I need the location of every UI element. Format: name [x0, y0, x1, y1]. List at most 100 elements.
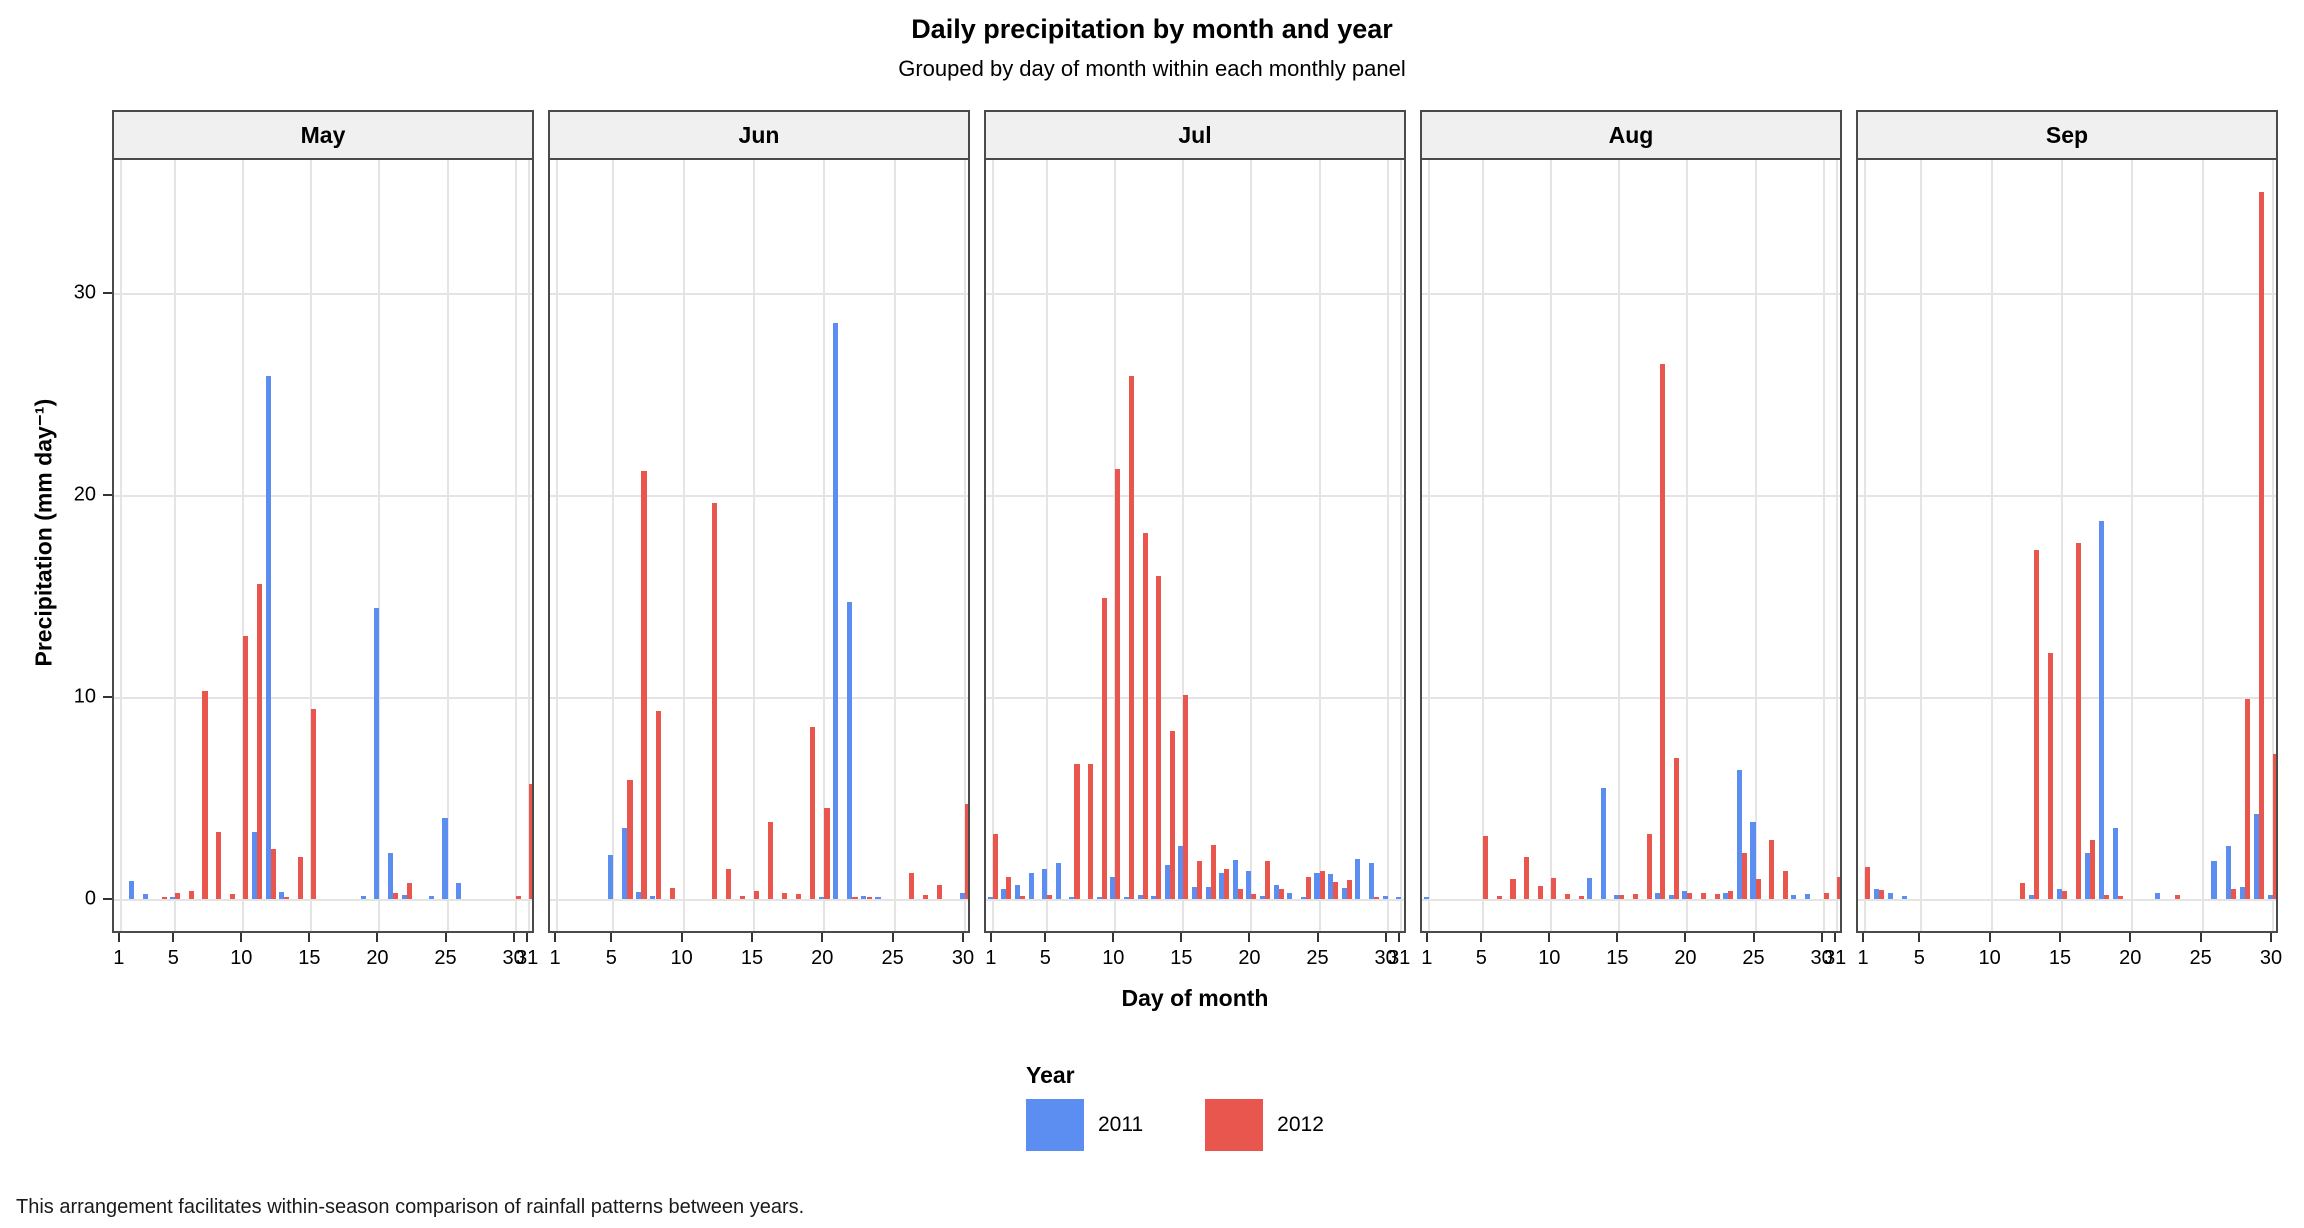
- bar-2012-Aug-11: [1564, 893, 1570, 899]
- facet-panel-Aug: [1420, 160, 1842, 933]
- bar-2011-Sep-30: [2267, 894, 2273, 899]
- x-tick-Jul-15: [1180, 933, 1183, 942]
- bar-2011-May-3: [142, 893, 149, 899]
- bar-2012-May-31: [529, 783, 532, 899]
- gridline-x-10: [682, 160, 685, 931]
- bar-2012-Sep-18: [2104, 894, 2110, 899]
- bar-2011-May-26: [456, 882, 462, 899]
- bar-2012-Aug-5: [1483, 836, 1489, 899]
- gridline-y-20: [986, 495, 1404, 497]
- bar-2012-Aug-31: [1837, 876, 1840, 899]
- bar-2011-Sep-18: [2098, 521, 2105, 899]
- bar-2012-Jul-26: [1333, 881, 1339, 899]
- x-tick-Sep-25: [2199, 933, 2202, 942]
- x-tick-Sep-1: [1862, 933, 1865, 942]
- bar-2012-Jul-11: [1128, 375, 1134, 899]
- bar-2011-Jul-29: [1368, 862, 1374, 899]
- bar-2011-Jul-26: [1328, 873, 1334, 899]
- legend-label-2012[interactable]: 2012: [1277, 1113, 1324, 1136]
- gridline-x-31: [1400, 160, 1403, 931]
- legend-swatch-2011[interactable]: [1026, 1099, 1084, 1151]
- bar-2012-Jul-2: [1006, 876, 1012, 899]
- x-tick-label-May-30: 30: [502, 947, 525, 969]
- facet-strip-label: Jul: [1178, 121, 1212, 148]
- x-tick-label-Jul-31: 31: [1388, 947, 1411, 969]
- bar-2012-Aug-22: [1714, 893, 1720, 899]
- bar-2012-Jun-22: [852, 896, 858, 899]
- bar-2011-Jun-5: [608, 854, 614, 899]
- bar-2011-Sep-2: [1873, 888, 1880, 899]
- bar-2011-Aug-15: [1614, 894, 1620, 899]
- x-tick-Aug-15: [1616, 933, 1619, 942]
- gridline-x-15: [310, 160, 313, 931]
- x-tick-Jun-30: [961, 933, 964, 942]
- bar-2011-May-20: [374, 608, 380, 899]
- gridline-x-5: [1920, 160, 1923, 931]
- bar-2011-Sep-19: [2113, 828, 2119, 899]
- legend-swatch-2012[interactable]: [1205, 1099, 1264, 1151]
- facet-strip-label: Aug: [1608, 121, 1654, 148]
- gridline-y-20: [1858, 495, 2276, 497]
- gridline-y-30: [550, 293, 968, 295]
- bar-2012-Sep-16: [2076, 543, 2082, 899]
- x-tick-Jun-15: [750, 933, 753, 942]
- bar-2011-Aug-28: [1791, 894, 1797, 899]
- facet-panel-Sep: [1856, 160, 2278, 933]
- bar-2011-Jul-6: [1055, 862, 1061, 899]
- y-tick-20: [103, 494, 112, 496]
- x-tick-label-Sep-20: 20: [2119, 947, 2142, 969]
- bar-2012-Jul-9: [1101, 598, 1107, 899]
- x-tick-label-May-25: 25: [434, 947, 457, 969]
- bar-2011-Jul-27: [1341, 887, 1347, 899]
- gridline-y-10: [114, 697, 532, 699]
- x-tick-label-Jul-30: 30: [1374, 947, 1397, 969]
- x-tick-Jun-25: [891, 933, 894, 942]
- x-tick-May-20: [376, 933, 379, 942]
- gridline-x-1: [1427, 160, 1430, 931]
- x-tick-label-May-10: 10: [230, 947, 253, 969]
- bar-2012-Jun-15: [753, 890, 760, 899]
- x-tick-label-Jun-25: 25: [881, 947, 904, 969]
- bar-2011-Jul-13: [1151, 895, 1157, 899]
- x-tick-May-30: [512, 933, 515, 942]
- x-tick-May-10: [240, 933, 243, 942]
- bar-2011-Jun-23: [861, 895, 867, 899]
- bar-2011-May-13: [279, 891, 285, 899]
- x-tick-Jun-10: [680, 933, 683, 942]
- bar-2012-Jul-3: [1020, 895, 1026, 899]
- gridline-x-31: [528, 160, 531, 931]
- gridline-x-30: [1822, 160, 1825, 931]
- x-tick-label-Sep-15: 15: [2048, 947, 2072, 969]
- x-tick-label-Aug-10: 10: [1538, 947, 1561, 969]
- bar-2011-Jul-15: [1178, 846, 1184, 899]
- bar-2011-May-19: [360, 895, 366, 899]
- x-tick-label-Jul-15: 15: [1170, 947, 1193, 969]
- bar-2012-May-8: [216, 832, 222, 899]
- gridline-y-20: [1422, 495, 1840, 497]
- bar-2012-Aug-7: [1510, 878, 1516, 899]
- bar-2012-Jun-12: [711, 503, 717, 899]
- bar-2011-May-5: [170, 896, 176, 899]
- bar-2011-Jul-25: [1314, 872, 1320, 899]
- bar-2012-Jul-18: [1224, 868, 1230, 899]
- bar-2012-Sep-1: [1865, 866, 1871, 899]
- gridline-x-10: [1550, 160, 1553, 931]
- bar-2012-Jul-22: [1278, 888, 1284, 899]
- bar-2012-Aug-15: [1619, 894, 1625, 899]
- bar-2011-Jun-22: [847, 602, 853, 899]
- gridline-x-1: [556, 160, 559, 931]
- bar-2011-Jul-3: [1014, 884, 1021, 899]
- gridline-x-5: [1482, 160, 1485, 931]
- bar-2012-May-21: [393, 892, 399, 899]
- bar-2011-May-24: [428, 895, 434, 899]
- gridline-x-20: [378, 160, 381, 931]
- bar-2012-Aug-25: [1755, 878, 1761, 899]
- gridline-x-5: [174, 160, 177, 931]
- bar-2011-Jun-8: [650, 895, 656, 899]
- x-tick-label-May-15: 15: [298, 947, 321, 969]
- bar-2012-Sep-2: [1879, 889, 1885, 899]
- legend-label-2011[interactable]: 2011: [1098, 1113, 1144, 1136]
- x-tick-label-Sep-30: 30: [2259, 947, 2283, 969]
- bar-2011-Jul-22: [1273, 884, 1279, 899]
- bar-2012-Aug-17: [1646, 834, 1652, 899]
